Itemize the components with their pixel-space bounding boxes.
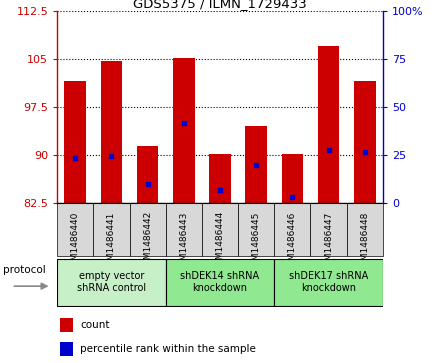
Bar [274,259,383,306]
Bar [129,203,166,256]
Text: GSM1486445: GSM1486445 [252,211,260,272]
Bar [60,318,73,333]
Bar [202,203,238,256]
Text: shDEK17 shRNA
knockdown: shDEK17 shRNA knockdown [289,272,368,293]
Text: GSM1486446: GSM1486446 [288,211,297,272]
Bar [57,259,166,306]
Text: GSM1486441: GSM1486441 [107,211,116,272]
Text: GSM1486442: GSM1486442 [143,211,152,272]
Text: protocol: protocol [3,265,46,275]
Bar [209,154,231,203]
Bar [354,81,376,203]
Text: count: count [80,321,110,330]
Bar [60,342,73,356]
Bar [311,203,347,256]
Bar [238,203,274,256]
Text: GSM1486447: GSM1486447 [324,211,333,272]
Bar [274,203,311,256]
Bar [166,259,274,306]
Bar [246,126,267,203]
Bar [101,61,122,203]
Text: GSM1486444: GSM1486444 [216,211,224,272]
Bar [173,58,194,203]
Text: percentile rank within the sample: percentile rank within the sample [80,344,256,354]
Bar [166,203,202,256]
Bar [347,203,383,256]
Bar [57,203,93,256]
Text: GSM1486448: GSM1486448 [360,211,369,272]
Text: empty vector
shRNA control: empty vector shRNA control [77,272,146,293]
Bar [64,81,86,203]
Bar [318,46,339,203]
Text: GSM1486443: GSM1486443 [180,211,188,272]
Bar [137,146,158,203]
Text: shDEK14 shRNA
knockdown: shDEK14 shRNA knockdown [180,272,260,293]
Bar [93,203,129,256]
Text: GSM1486440: GSM1486440 [71,211,80,272]
Bar [282,154,303,203]
Title: GDS5375 / ILMN_1729433: GDS5375 / ILMN_1729433 [133,0,307,10]
